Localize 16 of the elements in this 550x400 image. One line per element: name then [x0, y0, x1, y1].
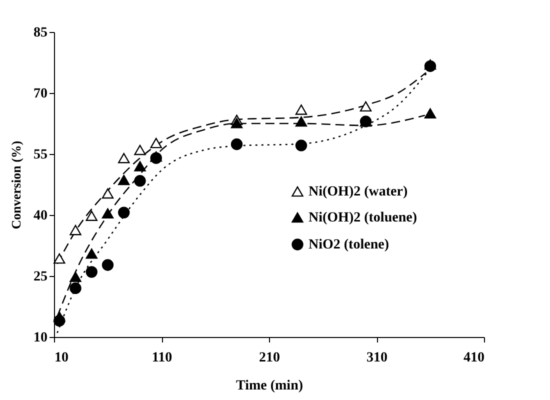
x-tick-label: 410: [464, 350, 484, 366]
x-tick-label: 10: [54, 350, 68, 366]
y-tick-label: 85: [34, 26, 48, 40]
legend-label: Ni(OH)2 (toluene): [308, 210, 418, 226]
x-tick-label: 210: [259, 350, 280, 366]
y-tick-label: 40: [34, 208, 48, 224]
y-axis-title: Conversion (%): [8, 140, 24, 230]
y-tick-label: 70: [34, 86, 48, 102]
x-tick-label: 310: [366, 350, 388, 366]
legend-label: NiO2 (tolene): [308, 238, 390, 252]
x-tick-label: 110: [152, 350, 172, 366]
x-axis-title: Time (min): [236, 378, 304, 394]
legend-label: Ni(OH)2 (water): [308, 184, 408, 200]
y-tick-label: 55: [34, 148, 48, 162]
y-tick-label: 10: [34, 330, 48, 346]
y-tick-label: 25: [34, 270, 48, 284]
